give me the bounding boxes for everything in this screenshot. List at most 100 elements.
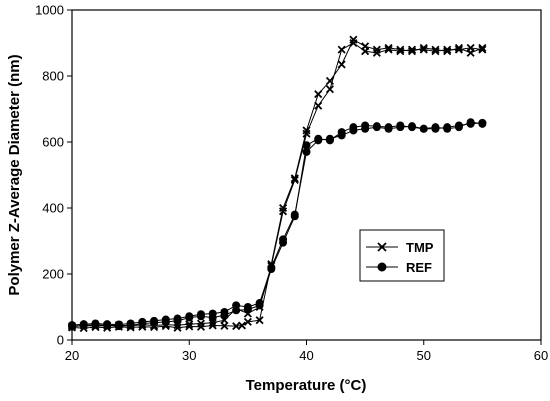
y-tick-label: 800 (42, 69, 64, 84)
data-point-ref (478, 119, 487, 128)
data-point-ref (419, 124, 428, 133)
point-stroke (407, 47, 417, 56)
data-point-ref (396, 121, 405, 130)
data-point-ref (314, 134, 323, 143)
point-stroke (208, 321, 217, 330)
plot-border (71, 9, 542, 341)
data-point-ref (138, 319, 147, 328)
data-point-ref (454, 123, 463, 132)
data-point-ref (243, 305, 252, 314)
point-stroke (431, 45, 440, 54)
legend-box (359, 229, 445, 282)
y-tick-label: 1000 (35, 3, 64, 18)
data-point-tmp (302, 129, 311, 138)
data-point-ref (103, 321, 112, 330)
data-point-tmp (407, 47, 417, 56)
legend-ref-marker (366, 262, 398, 272)
data-point-ref (408, 123, 417, 132)
data-point-tmp (237, 321, 247, 330)
x-axis-title: Temperature (°C) (246, 377, 367, 394)
legend-x-marker (377, 242, 387, 252)
point-stroke (255, 316, 264, 325)
point-stroke (478, 45, 487, 54)
data-point-ref (384, 123, 393, 132)
data-point-ref (196, 312, 205, 321)
point-stroke (337, 60, 346, 69)
data-point-tmp (314, 101, 323, 110)
data-point-tmp (431, 45, 440, 54)
point-stroke (337, 45, 346, 54)
point-stroke (454, 45, 463, 54)
legend-tmp-marker (366, 242, 398, 252)
y-tick-label: 0 (57, 333, 64, 348)
data-point-ref (220, 311, 229, 320)
point-stroke (237, 321, 247, 330)
legend: TMP REF (359, 229, 445, 282)
x-tick-label: 30 (182, 348, 196, 363)
y-axis-title: Polymer Z-Average Diameter (nm) (6, 54, 23, 295)
point-stroke (314, 90, 323, 99)
data-point-ref (372, 122, 381, 131)
data-point-ref (267, 265, 276, 274)
point-stroke (396, 47, 405, 56)
data-point-ref (361, 121, 370, 130)
data-point-ref (302, 141, 311, 150)
series-tmp (67, 35, 487, 333)
point-stroke (454, 43, 463, 52)
data-point-ref (173, 316, 182, 325)
data-point-ref (279, 238, 288, 247)
data-point-ref (349, 123, 358, 132)
data-point-ref (431, 123, 440, 132)
data-point-tmp (337, 60, 346, 69)
data-point-tmp (314, 90, 323, 99)
data-point-tmp (290, 175, 299, 184)
data-point-ref (302, 147, 311, 156)
data-point-ref (68, 322, 76, 331)
x-tick-label: 60 (534, 348, 548, 363)
y-tick-label: 200 (42, 267, 64, 282)
series-line-ref (71, 122, 483, 326)
series-ref (68, 118, 487, 331)
point-stroke (349, 38, 358, 48)
data-point-tmp (396, 45, 405, 54)
point-stroke (443, 47, 452, 56)
data-point-ref (443, 124, 452, 133)
point-stroke (478, 43, 487, 52)
data-point-tmp (325, 85, 334, 94)
data-point-ref (232, 306, 241, 315)
data-point-tmp (443, 47, 452, 56)
data-point-ref (114, 322, 123, 331)
point-stroke (173, 323, 182, 332)
data-point-ref (208, 313, 217, 322)
data-point-ref (126, 321, 135, 330)
series-line-ref (71, 121, 483, 328)
data-point-tmp (337, 45, 346, 54)
data-point-tmp (396, 47, 405, 56)
x-tick-label: 40 (299, 348, 313, 363)
data-point-tmp (407, 45, 417, 54)
point-stroke (384, 45, 393, 54)
point-stroke (290, 175, 299, 184)
legend-dot-marker (377, 262, 387, 272)
data-point-ref (337, 128, 346, 137)
point-stroke (419, 43, 428, 52)
data-point-tmp (478, 43, 487, 52)
x-tick-label: 20 (65, 348, 79, 363)
data-point-ref (79, 321, 88, 330)
point-stroke (279, 207, 288, 216)
point-stroke (466, 43, 475, 52)
data-point-ref (91, 320, 100, 329)
data-point-ref (290, 212, 299, 221)
data-point-tmp (478, 45, 487, 54)
point-stroke (396, 45, 405, 54)
point-stroke (325, 76, 334, 85)
point-stroke (232, 322, 241, 331)
point-stroke (377, 242, 387, 252)
data-point-ref (161, 317, 170, 326)
legend-label-tmp: TMP (406, 240, 434, 255)
y-axis: 0 200 400 600 800 1000 (35, 3, 72, 348)
x-tick-label: 50 (417, 348, 431, 363)
series-line-tmp (71, 42, 483, 327)
point-stroke (185, 320, 194, 329)
